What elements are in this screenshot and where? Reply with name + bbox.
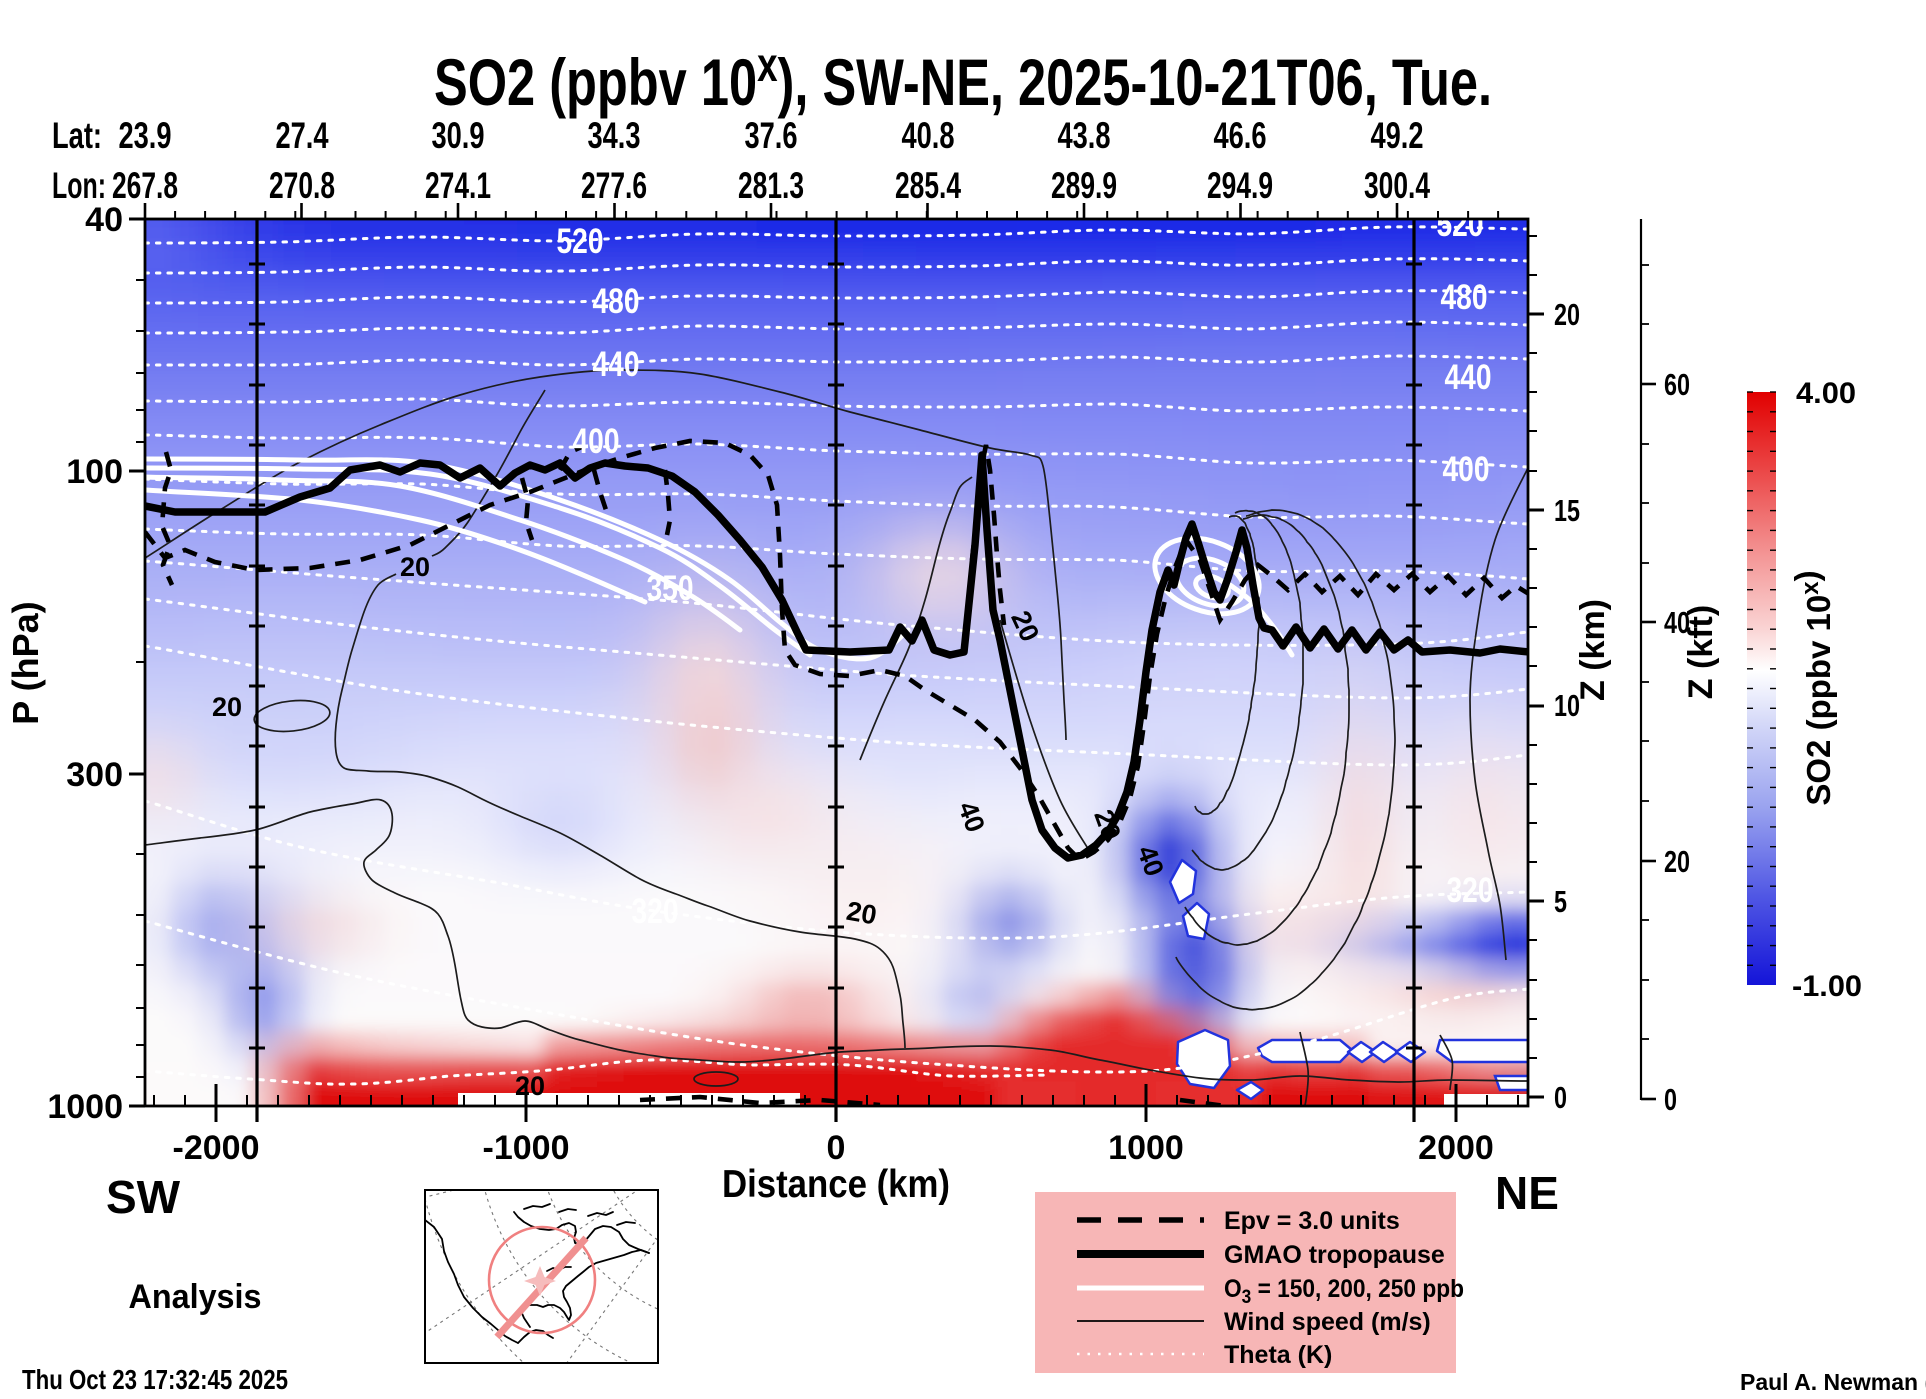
svg-text:Analysis: Analysis (129, 1278, 262, 1316)
svg-text:P (hPa): P (hPa) (5, 601, 46, 724)
svg-text:0: 0 (1554, 1080, 1567, 1115)
svg-text:-1000: -1000 (483, 1129, 570, 1167)
svg-text:27.4: 27.4 (276, 115, 329, 156)
svg-text:Theta (K): Theta (K) (1224, 1341, 1332, 1369)
svg-text:0: 0 (1664, 1082, 1677, 1117)
svg-text:277.6: 277.6 (581, 165, 647, 206)
svg-text:100: 100 (66, 453, 123, 491)
svg-text:34.3: 34.3 (588, 115, 641, 156)
svg-text:300.4: 300.4 (1364, 165, 1430, 206)
svg-text:Distance (km): Distance (km) (722, 1163, 950, 1206)
svg-text:480: 480 (593, 282, 640, 321)
svg-text:440: 440 (593, 345, 640, 384)
svg-text:4.00: 4.00 (1796, 377, 1856, 410)
svg-text:GMAO tropopause: GMAO tropopause (1224, 1241, 1445, 1269)
svg-text:0: 0 (827, 1129, 846, 1167)
svg-text:20: 20 (1664, 844, 1690, 879)
svg-text:400: 400 (1443, 450, 1490, 489)
svg-text:400: 400 (573, 422, 620, 461)
svg-text:Z (km): Z (km) (1574, 599, 1612, 701)
svg-text:270.8: 270.8 (269, 165, 335, 206)
svg-text:Z (kft): Z (kft) (1682, 605, 1720, 699)
svg-text:Lon:: Lon: (52, 165, 106, 206)
svg-text:-2000: -2000 (173, 1129, 260, 1167)
svg-text:-1.00: -1.00 (1792, 970, 1862, 1003)
svg-text:440: 440 (1445, 358, 1492, 397)
svg-text:267.8: 267.8 (112, 165, 178, 206)
svg-text:20: 20 (844, 896, 879, 931)
svg-text:289.9: 289.9 (1051, 165, 1117, 206)
svg-text:Wind speed (m/s): Wind speed (m/s) (1224, 1308, 1431, 1336)
svg-text:480: 480 (1441, 278, 1488, 317)
svg-text:Epv = 3.0 units: Epv = 3.0 units (1224, 1207, 1400, 1235)
svg-text:23.9: 23.9 (119, 115, 172, 156)
svg-text:320: 320 (632, 892, 679, 931)
svg-text:20: 20 (1554, 297, 1580, 332)
svg-text:20: 20 (515, 1071, 545, 1101)
svg-text:Paul A. Newman (NASA: Paul A. Newman (NASA (1740, 1369, 1926, 1394)
svg-text:40: 40 (1664, 605, 1690, 640)
svg-text:Thu Oct 23 17:32:45 2025: Thu Oct 23 17:32:45 2025 (22, 1364, 288, 1394)
svg-text:320: 320 (1447, 871, 1494, 910)
svg-text:SO2 (ppbv 10x), SW-NE, 2025-10: SO2 (ppbv 10x), SW-NE, 2025-10-21T06, Tu… (434, 39, 1492, 119)
svg-text:1000: 1000 (1108, 1129, 1184, 1167)
svg-text:30.9: 30.9 (432, 115, 485, 156)
svg-text:520: 520 (1437, 205, 1484, 244)
svg-text:300: 300 (66, 756, 123, 794)
svg-text:43.8: 43.8 (1058, 115, 1111, 156)
svg-text:60: 60 (1664, 367, 1690, 402)
svg-text:NE: NE (1495, 1167, 1559, 1219)
svg-text:281.3: 281.3 (738, 165, 804, 206)
svg-text:285.4: 285.4 (895, 165, 961, 206)
svg-text:Lat:: Lat: (52, 115, 102, 156)
svg-text:1000: 1000 (47, 1088, 123, 1126)
svg-text:49.2: 49.2 (1371, 115, 1424, 156)
svg-text:520: 520 (557, 222, 604, 261)
svg-text:294.9: 294.9 (1207, 165, 1273, 206)
svg-text:37.6: 37.6 (745, 115, 798, 156)
svg-text:20: 20 (400, 552, 430, 582)
svg-text:5: 5 (1554, 884, 1567, 919)
svg-text:SW: SW (106, 1171, 181, 1223)
svg-text:2000: 2000 (1418, 1129, 1494, 1167)
svg-text:40.8: 40.8 (902, 115, 955, 156)
svg-text:10: 10 (1554, 688, 1580, 723)
svg-text:274.1: 274.1 (425, 165, 491, 206)
svg-text:40: 40 (85, 201, 123, 239)
svg-text:20: 20 (212, 692, 242, 722)
svg-text:46.6: 46.6 (1214, 115, 1267, 156)
svg-text:O3 = 150, 200, 250 ppb: O3 = 150, 200, 250 ppb (1224, 1275, 1464, 1308)
svg-text:15: 15 (1554, 493, 1580, 528)
svg-text:350: 350 (647, 569, 694, 608)
